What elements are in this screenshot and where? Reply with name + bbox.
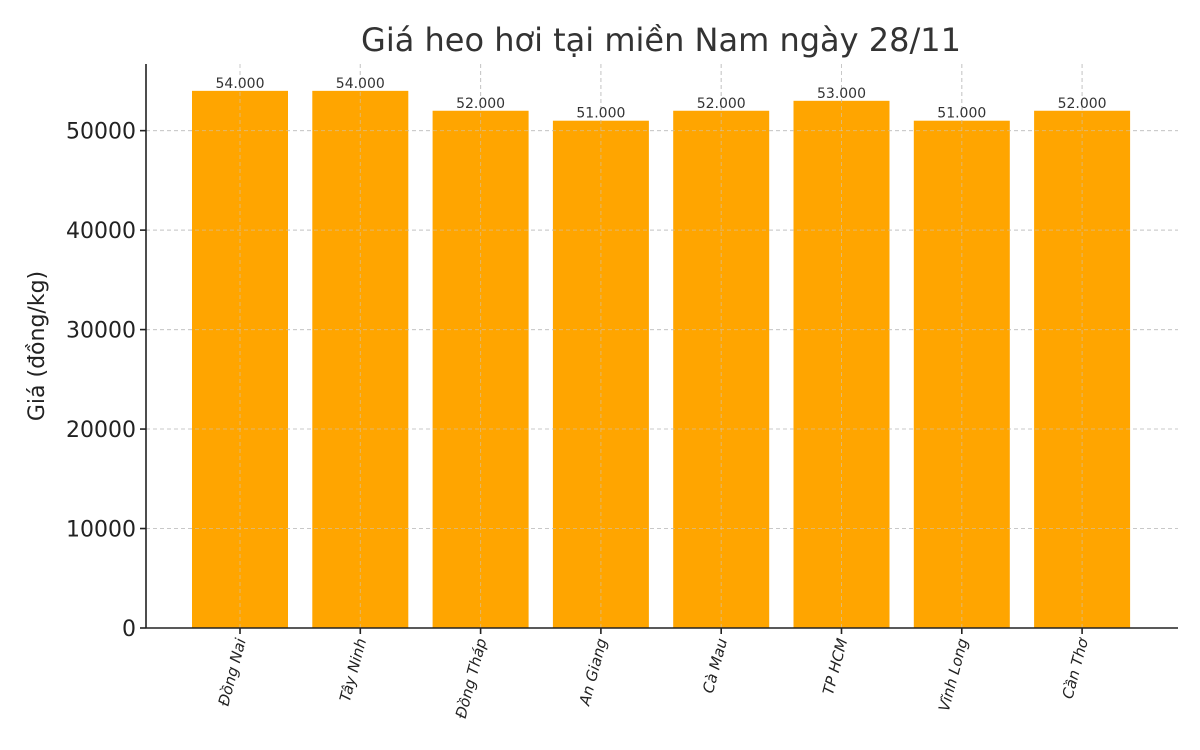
y-tick-label: 50000 [66,120,136,145]
data-label: 53.000 [817,86,866,102]
y-tick-label: 20000 [66,418,136,443]
x-tick-label: Đồng Nai [215,636,251,708]
y-tick-label: 0 [122,617,136,642]
data-label: 54.000 [336,76,385,92]
grid-layer [146,64,1178,628]
x-tick-label: An Giang [575,636,610,708]
x-tick-label: Cà Mau [699,636,731,695]
x-tick-label: TP HCM [819,636,851,696]
y-axis-label: Giá (đồng/kg) [25,271,50,421]
data-label: 54.000 [216,76,265,92]
y-tick-label: 30000 [66,319,136,344]
axis-layer [140,64,1178,634]
data-label: 51.000 [576,106,625,122]
y-tick-label: 10000 [66,518,136,543]
y-tick-label: 40000 [66,219,136,244]
chart-title: Giá heo hơi tại miền Nam ngày 28/11 [361,21,961,59]
x-tick-label: Đồng Tháp [452,636,491,720]
bar-layer [146,64,1178,629]
data-label: 51.000 [937,106,986,122]
x-tick-label: Vĩnh Long [935,636,972,713]
x-tick-label: Cần Thơ [1059,636,1093,701]
x-tick-label: Tây Ninh [336,636,370,703]
data-label: 52.000 [1058,96,1107,112]
data-label: 52.000 [697,96,746,112]
data-label: 52.000 [456,96,505,112]
